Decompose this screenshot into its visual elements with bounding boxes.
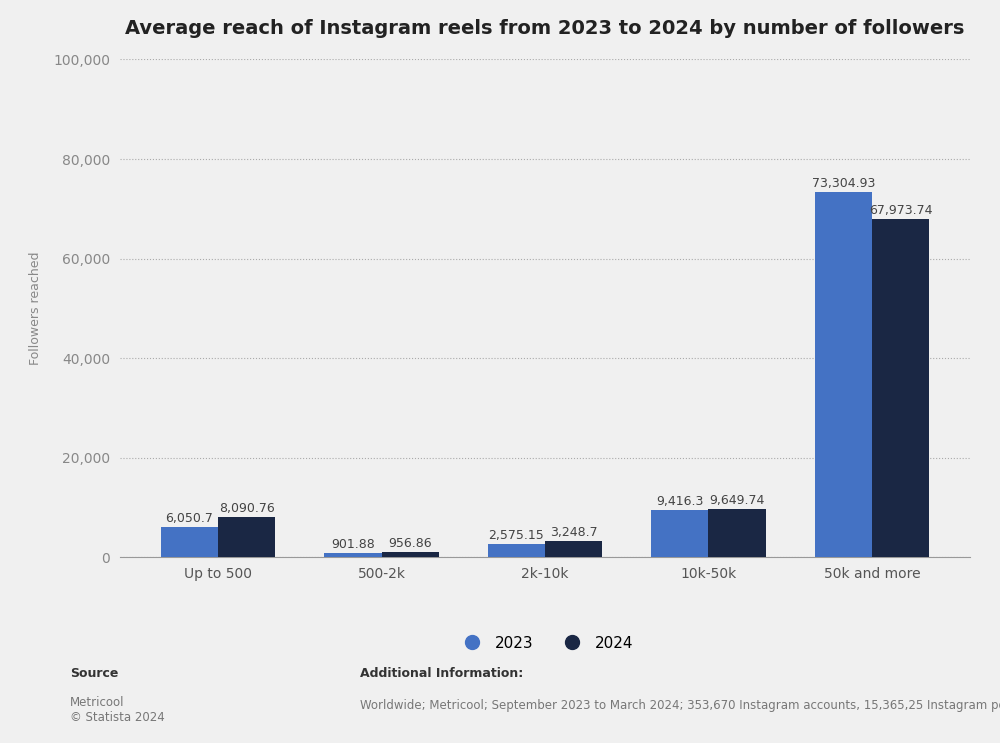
Bar [161,527,218,557]
Bar [708,509,766,557]
Text: 6,050.7: 6,050.7 [166,512,213,525]
Text: 73,304.93: 73,304.93 [812,178,875,190]
Bar [545,541,602,557]
Text: 956.86: 956.86 [388,537,432,551]
Text: Worldwide; Metricool; September 2023 to March 2024; 353,670 Instagram accounts, : Worldwide; Metricool; September 2023 to … [360,699,1000,712]
Text: 8,090.76: 8,090.76 [219,502,275,515]
Text: 67,973.74: 67,973.74 [869,204,932,217]
Bar [815,192,872,557]
Text: 2,575.15: 2,575.15 [489,530,544,542]
Bar [488,545,545,557]
Y-axis label: Followers reached: Followers reached [29,252,42,365]
Text: 3,248.7: 3,248.7 [550,526,597,539]
Text: Source: Source [70,667,118,680]
Text: 9,416.3: 9,416.3 [656,496,704,508]
Bar [872,219,929,557]
Text: Additional Information:: Additional Information: [360,667,523,680]
Bar [324,553,382,557]
Text: Metricool
© Statista 2024: Metricool © Statista 2024 [70,696,165,724]
Text: 9,649.74: 9,649.74 [709,494,765,507]
Title: Average reach of Instagram reels from 2023 to 2024 by number of followers: Average reach of Instagram reels from 20… [125,19,965,39]
Bar [651,510,708,557]
Bar [218,517,275,557]
Bar [382,553,439,557]
Legend: 2023, 2024: 2023, 2024 [451,629,639,657]
Text: 901.88: 901.88 [331,538,375,551]
